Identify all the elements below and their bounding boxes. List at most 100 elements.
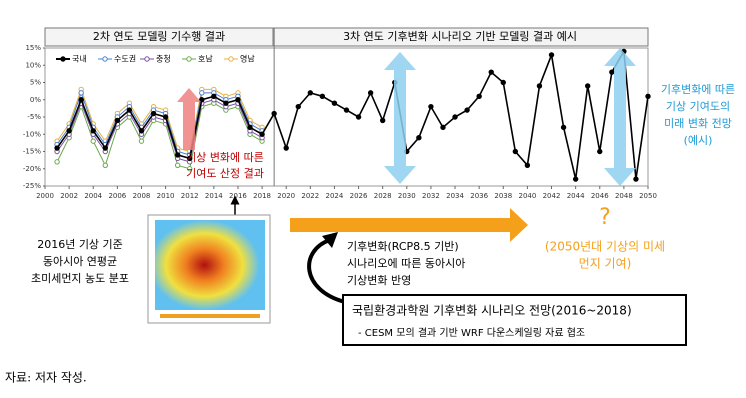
x-tick-label: 2030 bbox=[398, 192, 416, 200]
note: 동아시아 연평균 bbox=[43, 255, 117, 268]
point bbox=[488, 69, 494, 75]
point bbox=[597, 148, 603, 155]
note: 기후변화에 따른 bbox=[661, 83, 735, 96]
point bbox=[54, 145, 60, 151]
curved-arrow bbox=[307, 238, 346, 304]
x-tick-label: 2024 bbox=[326, 192, 344, 200]
point bbox=[126, 107, 133, 113]
point bbox=[138, 128, 145, 134]
note: (2050년대 기상의 미세 bbox=[545, 240, 665, 254]
y-tick-label: -25% bbox=[23, 182, 41, 190]
legend-label: 영남 bbox=[240, 54, 255, 64]
point bbox=[331, 100, 338, 106]
x-tick-label: 2018 bbox=[253, 192, 271, 200]
x-tick-label: 2010 bbox=[157, 192, 175, 200]
point bbox=[536, 83, 543, 89]
plot: 15% 10% 5% 0% -5% -10% -15% -20% -25% 2000 2002 200… bbox=[23, 28, 657, 200]
point bbox=[102, 162, 109, 169]
y-tick-label: -5% bbox=[27, 113, 41, 121]
x-tick-label: 2014 bbox=[205, 192, 223, 200]
legend-label: 충청 bbox=[156, 55, 171, 64]
header-box bbox=[272, 27, 649, 47]
note: 기상 변화에 따른 bbox=[186, 151, 264, 164]
point bbox=[78, 97, 84, 103]
point bbox=[609, 69, 615, 75]
point bbox=[633, 176, 639, 182]
point bbox=[512, 148, 519, 155]
x-tick-label: 2000 bbox=[36, 192, 54, 200]
point bbox=[187, 155, 193, 162]
point bbox=[211, 93, 217, 100]
point bbox=[452, 114, 458, 120]
point bbox=[524, 162, 531, 169]
y-tick-label: -10% bbox=[23, 130, 41, 138]
point bbox=[585, 83, 591, 89]
point bbox=[500, 79, 506, 86]
legend-label: 수도권 bbox=[114, 54, 136, 64]
point bbox=[271, 110, 277, 117]
header: 3차 연도 기후변화 시나리오 기반 모델링 결과 예시 bbox=[343, 30, 577, 43]
point bbox=[150, 110, 157, 117]
source-box bbox=[342, 294, 687, 346]
red-arrow bbox=[177, 88, 201, 150]
point bbox=[464, 107, 470, 113]
map-colorbar bbox=[160, 314, 260, 318]
note: 초미세먼지 농도 분포 bbox=[31, 272, 129, 285]
blue-arrow bbox=[384, 52, 416, 184]
point bbox=[355, 114, 362, 120]
point bbox=[428, 103, 434, 110]
orange-arrow bbox=[290, 208, 528, 242]
question: ? bbox=[599, 205, 611, 230]
point bbox=[223, 100, 229, 106]
point bbox=[162, 114, 169, 120]
point bbox=[138, 138, 145, 144]
note: 기상변화 반영 bbox=[347, 274, 411, 287]
x-tick-label: 2020 bbox=[277, 192, 295, 200]
y-tick-label: -15% bbox=[23, 148, 41, 156]
note: 미래 변화 전망 bbox=[664, 117, 732, 130]
point bbox=[90, 138, 96, 144]
note: 기상 기여도의 bbox=[666, 100, 730, 113]
point bbox=[187, 166, 193, 172]
box-title: 국립환경과학원 기후변화 시나리오 전망(2016~2018) bbox=[352, 304, 632, 318]
point bbox=[54, 159, 60, 165]
point bbox=[645, 93, 651, 100]
x-tick-label: 2026 bbox=[350, 192, 368, 200]
x-tick-label: 2048 bbox=[615, 192, 633, 200]
x-tick-label: 2006 bbox=[108, 192, 126, 200]
legend-label: 호남 bbox=[198, 55, 213, 64]
note: (예시) bbox=[684, 134, 713, 147]
point bbox=[343, 107, 350, 113]
curved-arrow-head bbox=[322, 232, 338, 248]
y-tick-label: 5% bbox=[30, 79, 41, 87]
y-tick-label: 10% bbox=[25, 61, 41, 69]
point bbox=[548, 52, 555, 58]
x-tick-label: 2044 bbox=[567, 192, 585, 200]
point bbox=[572, 176, 579, 182]
y-tick-label: -20% bbox=[23, 165, 41, 173]
point bbox=[114, 117, 121, 124]
x-tick-label: 2022 bbox=[301, 192, 319, 200]
series-line bbox=[56, 48, 649, 180]
y-tick-label: 15% bbox=[25, 44, 41, 52]
point bbox=[174, 152, 181, 158]
legend-box bbox=[52, 52, 270, 66]
note: 먼지 기여) bbox=[579, 257, 632, 271]
point bbox=[247, 124, 253, 131]
x-tick-label: 2038 bbox=[494, 192, 512, 200]
y-tick-label: 0% bbox=[30, 96, 41, 104]
point bbox=[66, 128, 72, 134]
x-tick-label: 2034 bbox=[446, 192, 464, 200]
point bbox=[90, 128, 96, 134]
x-tick-label: 2008 bbox=[133, 192, 151, 200]
legend-label: 국내 bbox=[72, 55, 87, 64]
legend-marker bbox=[228, 56, 234, 62]
point bbox=[78, 90, 84, 96]
point bbox=[199, 90, 205, 96]
x-tick-label: 2036 bbox=[470, 192, 488, 200]
blue-arrow bbox=[604, 48, 636, 186]
point bbox=[379, 117, 386, 124]
x-tick-label: 2040 bbox=[518, 192, 536, 200]
header: 2차 연도 모델링 기수행 결과 bbox=[93, 30, 225, 43]
